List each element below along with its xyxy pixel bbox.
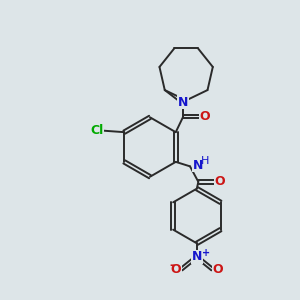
Text: +: + [202, 248, 210, 258]
Text: N: N [192, 250, 202, 263]
Text: -: - [169, 259, 174, 272]
Text: O: O [171, 263, 181, 276]
Text: O: O [212, 263, 223, 276]
Text: O: O [215, 175, 225, 188]
Text: H: H [201, 156, 210, 166]
Text: O: O [200, 110, 210, 123]
Text: N: N [178, 96, 188, 109]
Text: Cl: Cl [90, 124, 104, 137]
Text: N: N [192, 159, 203, 172]
